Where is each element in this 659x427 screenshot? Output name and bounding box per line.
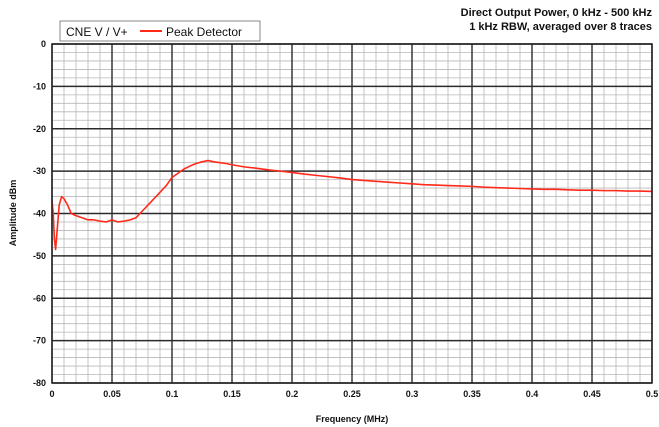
legend-title: CNE V / V+	[66, 25, 128, 39]
y-axis-label: Amplitude dBm	[8, 180, 18, 247]
x-tick-label: 0	[49, 389, 54, 399]
major-gridlines	[51, 43, 653, 384]
x-tick-label: 0.3	[406, 389, 419, 399]
x-axis-ticks: 0 0.05 0.1 0.15 0.2 0.25 0.3 0.35 0.4 0.45 0.5	[49, 389, 658, 399]
y-tick-label: -20	[33, 124, 46, 134]
plot-border	[51, 43, 653, 384]
y-tick-label: -30	[33, 166, 46, 176]
y-tick-label: -60	[33, 293, 46, 303]
legend-label-peak-detector: Peak Detector	[166, 25, 242, 39]
y-tick-label: -70	[33, 336, 46, 346]
chart-title-line-2: 1 kHz RBW, averaged over 8 traces	[469, 21, 652, 33]
legend: CNE V / V+ Peak Detector	[59, 20, 261, 42]
x-tick-label: 0.5	[646, 389, 659, 399]
series-line-peak-detector	[51, 159, 653, 251]
x-tick-label: 0.45	[583, 389, 601, 399]
chart-title-line-1: Direct Output Power, 0 kHz - 500 kHz	[461, 7, 653, 19]
x-tick-label: 0.15	[223, 389, 241, 399]
y-tick-label: -10	[33, 81, 46, 91]
x-tick-label: 0.05	[103, 389, 121, 399]
x-tick-label: 0.1	[166, 389, 179, 399]
y-axis-ticks: 0 -10 -20 -30 -40 -50 -60 -70 -80	[33, 39, 46, 388]
series-layer	[51, 159, 653, 251]
y-tick-label: 0	[41, 39, 46, 49]
x-tick-label: 0.2	[286, 389, 299, 399]
x-tick-label: 0.4	[526, 389, 539, 399]
x-axis-label: Frequency (MHz)	[316, 414, 389, 424]
x-tick-label: 0.35	[463, 389, 481, 399]
y-tick-label: -40	[33, 209, 46, 219]
x-tick-label: 0.25	[343, 389, 361, 399]
y-tick-label: -50	[33, 251, 46, 261]
y-tick-label: -80	[33, 378, 46, 388]
